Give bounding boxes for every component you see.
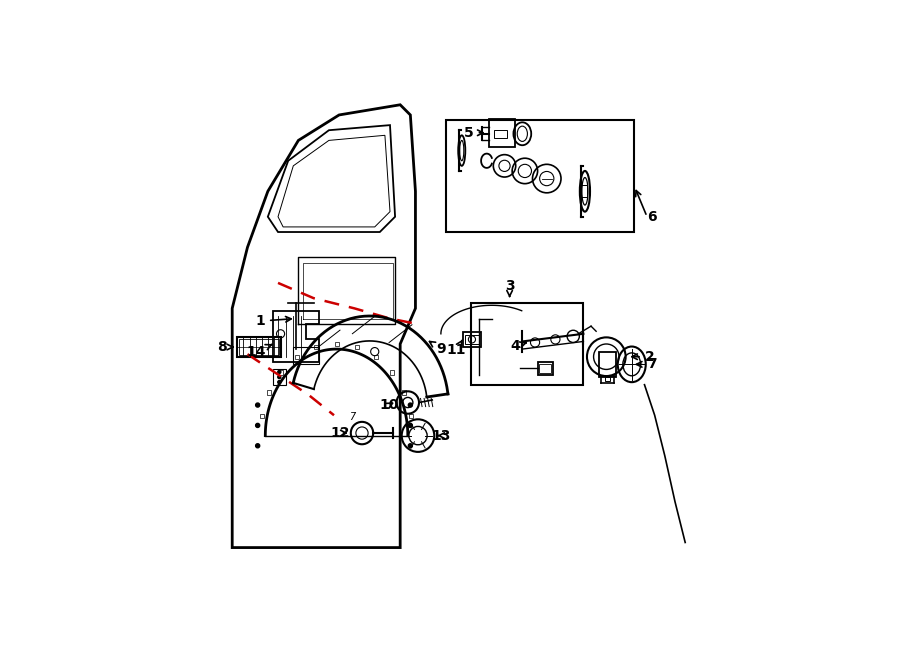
Bar xyxy=(238,337,281,357)
Bar xyxy=(581,185,588,198)
Text: 7: 7 xyxy=(636,358,657,371)
Bar xyxy=(374,355,378,359)
Bar xyxy=(490,119,515,147)
Bar xyxy=(273,369,285,385)
Bar xyxy=(260,414,264,418)
Bar xyxy=(463,332,481,346)
Circle shape xyxy=(256,424,260,428)
Text: 8: 8 xyxy=(217,340,233,354)
Text: 4: 4 xyxy=(511,339,526,353)
Circle shape xyxy=(256,403,260,407)
Bar xyxy=(472,303,583,385)
Text: 11: 11 xyxy=(446,340,466,357)
Circle shape xyxy=(278,375,281,379)
Bar xyxy=(494,130,507,138)
Text: 13: 13 xyxy=(431,428,451,443)
Bar xyxy=(238,339,279,355)
Text: 14: 14 xyxy=(247,344,272,359)
Text: 1: 1 xyxy=(256,314,292,328)
Bar xyxy=(606,377,610,381)
Bar xyxy=(295,355,300,359)
Bar xyxy=(464,335,479,344)
Bar xyxy=(598,352,616,377)
Bar xyxy=(267,391,271,395)
Bar xyxy=(446,120,634,232)
Circle shape xyxy=(278,381,281,383)
Bar xyxy=(409,414,413,418)
Circle shape xyxy=(409,444,412,447)
Circle shape xyxy=(409,403,412,407)
Bar xyxy=(402,391,406,395)
Bar xyxy=(539,364,552,373)
Bar xyxy=(390,370,394,375)
Bar xyxy=(335,342,338,346)
Bar xyxy=(293,346,319,364)
Circle shape xyxy=(409,424,412,428)
Bar xyxy=(355,345,359,350)
Bar xyxy=(537,362,553,375)
Text: 3: 3 xyxy=(505,279,515,293)
Text: 6: 6 xyxy=(647,210,657,223)
Text: 12: 12 xyxy=(331,426,350,440)
Circle shape xyxy=(256,444,260,447)
Text: 2: 2 xyxy=(632,350,654,364)
Text: 10: 10 xyxy=(379,398,399,412)
Text: 9: 9 xyxy=(429,342,445,356)
Text: 5: 5 xyxy=(464,126,483,139)
Bar xyxy=(279,370,284,375)
Text: 7: 7 xyxy=(349,412,356,422)
Bar xyxy=(314,345,319,350)
Circle shape xyxy=(278,370,281,373)
